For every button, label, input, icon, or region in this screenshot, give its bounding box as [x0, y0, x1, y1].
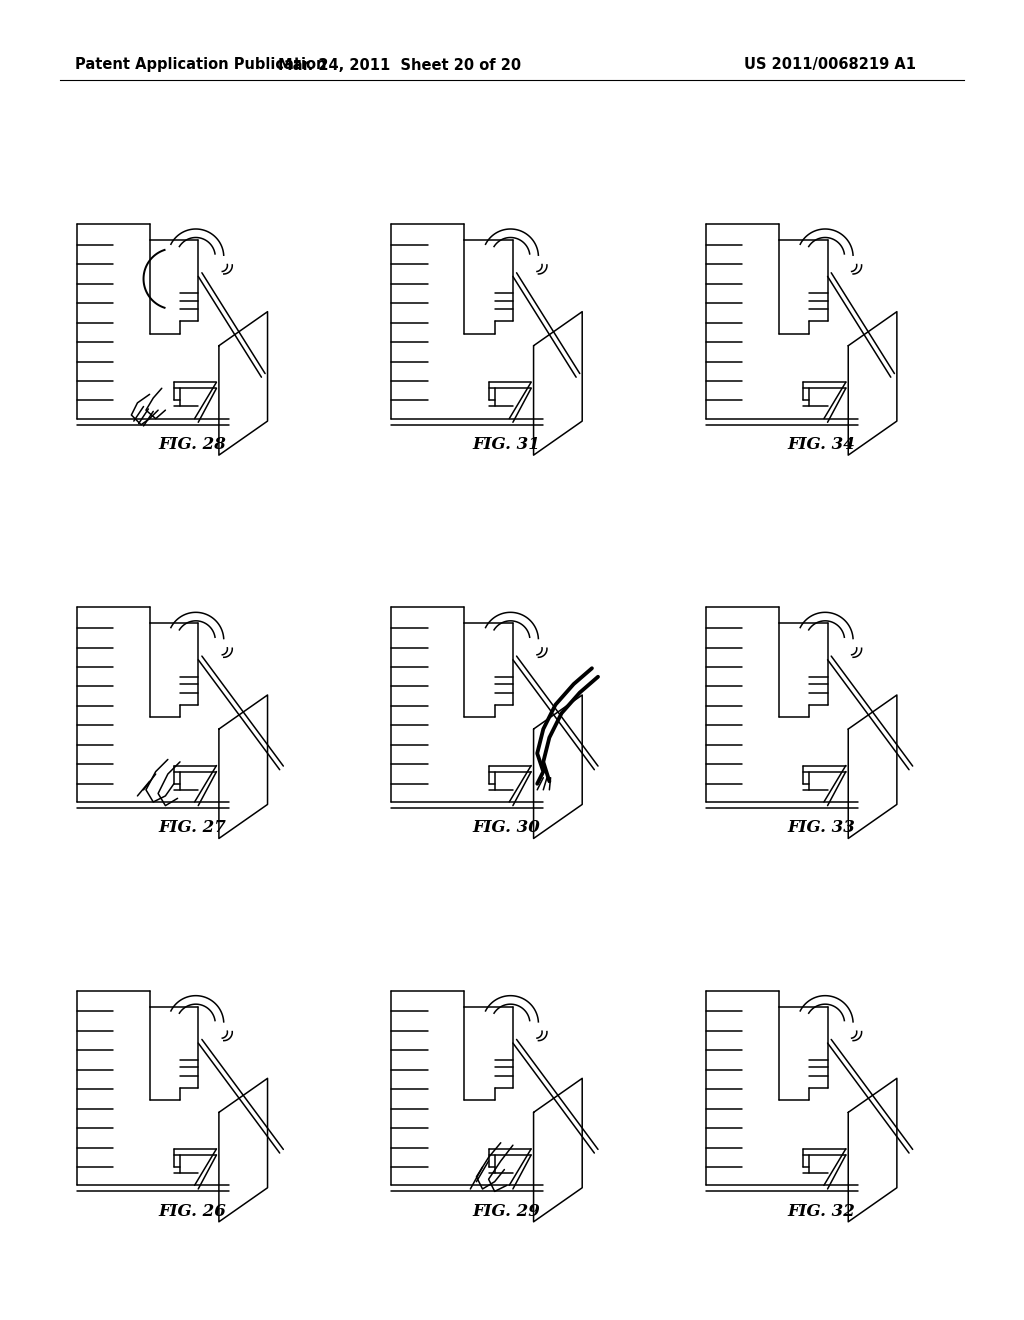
Text: FIG. 32: FIG. 32 [787, 1203, 855, 1220]
Text: Patent Application Publication: Patent Application Publication [75, 58, 327, 73]
Text: FIG. 33: FIG. 33 [787, 820, 855, 836]
Text: FIG. 26: FIG. 26 [159, 1203, 226, 1220]
Text: FIG. 28: FIG. 28 [159, 436, 226, 453]
Text: FIG. 30: FIG. 30 [473, 820, 541, 836]
Text: FIG. 34: FIG. 34 [787, 436, 855, 453]
Text: US 2011/0068219 A1: US 2011/0068219 A1 [744, 58, 916, 73]
Text: FIG. 31: FIG. 31 [473, 436, 541, 453]
Text: FIG. 29: FIG. 29 [473, 1203, 541, 1220]
Text: Mar. 24, 2011  Sheet 20 of 20: Mar. 24, 2011 Sheet 20 of 20 [279, 58, 521, 73]
Text: FIG. 27: FIG. 27 [159, 820, 226, 836]
